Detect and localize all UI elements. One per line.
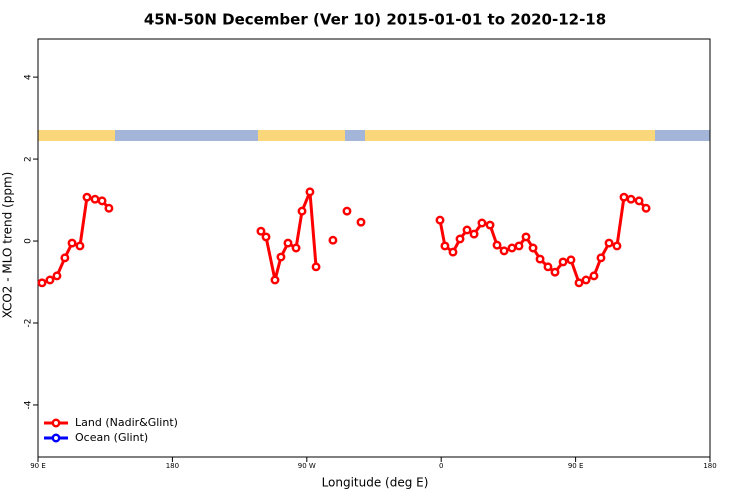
- y-tick-label: -2: [24, 319, 34, 328]
- data-point: [283, 238, 293, 248]
- chart-title: 45N-50N December (Ver 10) 2015-01-01 to …: [144, 11, 606, 29]
- data-point: [261, 232, 271, 242]
- data-point: [440, 241, 450, 251]
- y-tick-label: 4: [24, 74, 34, 80]
- data-point: [521, 232, 531, 242]
- data-point: [455, 234, 465, 244]
- data-point: [60, 253, 70, 263]
- x-axis-label: Longitude (deg E): [322, 476, 429, 490]
- data-point: [328, 235, 338, 245]
- data-point: [469, 229, 479, 239]
- data-point: [97, 196, 107, 206]
- data-point: [67, 238, 77, 248]
- map-strip: [38, 130, 710, 141]
- data-point: [37, 278, 47, 288]
- data-point: [462, 225, 472, 235]
- data-point: [90, 194, 100, 204]
- data-point: [82, 192, 92, 202]
- data-point: [558, 257, 568, 267]
- data-point: [499, 246, 509, 256]
- data-point: [276, 252, 286, 262]
- data-point: [256, 226, 266, 236]
- data-point: [612, 241, 622, 251]
- data-point: [619, 192, 629, 202]
- x-tick-label: 90 E: [30, 462, 46, 470]
- legend-label: Ocean (Glint): [75, 431, 148, 444]
- data-point: [507, 243, 517, 253]
- data-point: [604, 238, 614, 248]
- data-point: [514, 241, 524, 251]
- legend-marker: [51, 433, 61, 443]
- data-point: [311, 262, 321, 272]
- data-point: [634, 196, 644, 206]
- data-point: [485, 220, 495, 230]
- data-point: [543, 262, 553, 272]
- data-point: [291, 243, 301, 253]
- x-tick-label: 180: [166, 462, 179, 470]
- data-point: [528, 243, 538, 253]
- data-point: [626, 194, 636, 204]
- data-point: [641, 203, 651, 213]
- y-tick-label: 0: [24, 238, 34, 244]
- data-point: [356, 217, 366, 227]
- data-point: [589, 271, 599, 281]
- data-point: [477, 218, 487, 228]
- plot-frame: [37, 38, 711, 458]
- data-point: [574, 278, 584, 288]
- data-point: [270, 275, 280, 285]
- data-point: [104, 203, 114, 213]
- x-tick-label: 90 E: [568, 462, 584, 470]
- data-point: [75, 241, 85, 251]
- data-point: [435, 215, 445, 225]
- data-point: [297, 206, 307, 216]
- data-point: [596, 253, 606, 263]
- y-tick-label: -4: [24, 400, 34, 409]
- legend-label: Land (Nadir&Glint): [75, 416, 178, 429]
- y-axis-label: XCO2 - MLO trend (ppm): [1, 172, 15, 319]
- x-tick-label: 0: [439, 462, 443, 470]
- data-point: [342, 206, 352, 216]
- data-point: [566, 255, 576, 265]
- data-point: [52, 271, 62, 281]
- data-point: [535, 254, 545, 264]
- x-tick-label: 90 W: [298, 462, 316, 470]
- data-point: [305, 187, 315, 197]
- data-point: [45, 275, 55, 285]
- data-point: [581, 275, 591, 285]
- data-point: [448, 247, 458, 257]
- legend-marker: [51, 418, 61, 428]
- x-tick-label: 180: [703, 462, 716, 470]
- data-point: [550, 267, 560, 277]
- y-tick-label: 2: [24, 156, 34, 162]
- data-point: [492, 240, 502, 250]
